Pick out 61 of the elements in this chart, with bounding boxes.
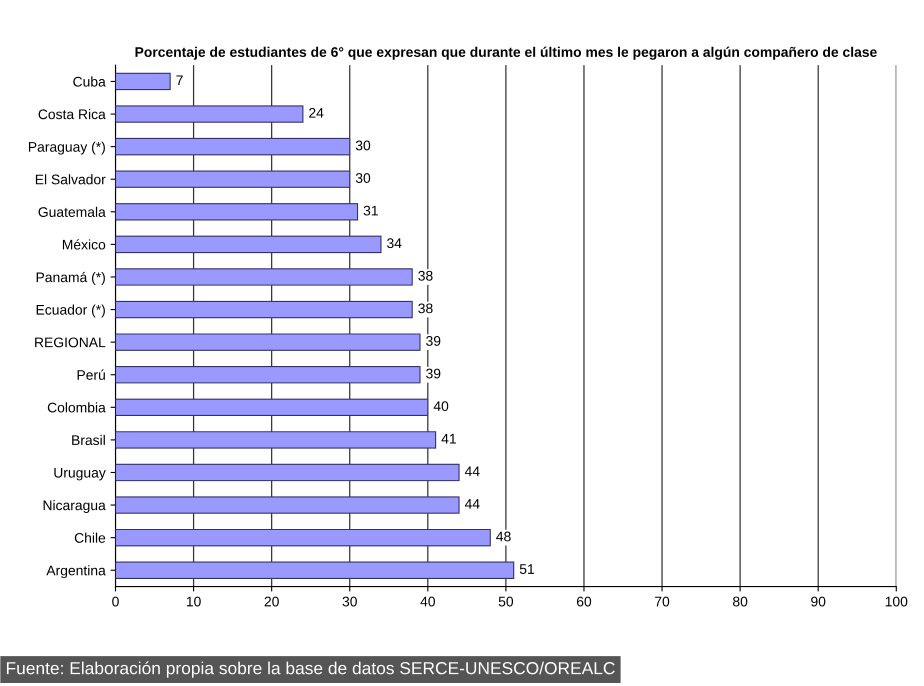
- y-tick-label: Guatemala: [38, 206, 106, 217]
- x-tick-label: 60: [576, 596, 592, 606]
- bar: [116, 464, 460, 482]
- x-tick-label: 10: [186, 596, 201, 606]
- y-tick-label: El Salvador: [36, 174, 106, 184]
- y-tick-label: Paraguay (*): [28, 142, 105, 155]
- data-label: 30: [356, 173, 370, 183]
- bar: [116, 138, 350, 156]
- y-tick-label: Panamá (*): [36, 272, 105, 285]
- data-label: 38: [418, 303, 433, 314]
- bar: [116, 268, 413, 286]
- x-tick-label: 90: [811, 596, 826, 606]
- bar: [116, 203, 358, 221]
- data-label: 40: [434, 401, 448, 412]
- y-tick-label: Nicaragua: [44, 500, 106, 513]
- bar: [116, 105, 304, 123]
- y-tick-label: México: [62, 239, 106, 250]
- data-label: 48: [496, 532, 511, 542]
- y-tick-label: Uruguay: [54, 468, 106, 480]
- source-note: Fuente: Elaboración propia sobre la base de datos SERCE-UNESCO/OREALC: [6, 661, 615, 678]
- bar: [116, 496, 460, 514]
- x-tick-label: 0: [112, 596, 119, 606]
- y-tick-label: Ecuador (*): [36, 304, 105, 318]
- bar: [116, 431, 436, 449]
- data-label: 39: [426, 336, 440, 346]
- data-label: 38: [418, 270, 433, 281]
- data-label: 39: [426, 368, 440, 378]
- x-tick-label: 40: [420, 596, 435, 606]
- bar: [116, 300, 413, 318]
- data-label: 44: [464, 499, 480, 509]
- bar: [116, 236, 382, 254]
- chart-title: Porcentaje de estudiantes de 6° que expresan que durante el último mes le pegaron a algún compañero de clase: [136, 46, 877, 60]
- data-label: 44: [464, 466, 480, 476]
- y-tick-label: Chile: [74, 532, 106, 543]
- data-label: 24: [309, 108, 324, 118]
- bar: [116, 562, 514, 579]
- y-tick-label: Argentina: [46, 565, 106, 578]
- x-tick-label: 70: [655, 596, 670, 606]
- x-tick-label: 100: [886, 596, 908, 606]
- x-tick-label: 50: [498, 596, 514, 606]
- y-tick-label: REGIONAL: [35, 337, 106, 348]
- data-label: 30: [356, 140, 370, 150]
- x-tick-label: 80: [733, 596, 748, 606]
- data-label: 51: [520, 564, 534, 574]
- x-tick-label: 20: [264, 596, 279, 606]
- bar: [116, 333, 421, 351]
- y-tick-label: Costa Rica: [38, 109, 106, 120]
- x-tick-label: 30: [342, 596, 357, 606]
- bar: [116, 398, 428, 416]
- bar: [116, 170, 350, 188]
- bar: [116, 72, 171, 90]
- y-tick-label: Cuba: [73, 76, 106, 87]
- y-tick-label: Perú: [78, 370, 105, 380]
- y-tick-label: Brasil: [72, 434, 105, 446]
- data-label: 31: [364, 206, 378, 216]
- data-label: 41: [441, 434, 456, 444]
- bar: [116, 366, 421, 384]
- y-tick-label: Colombia: [48, 402, 106, 412]
- bar: [116, 528, 491, 546]
- data-label: 34: [387, 238, 402, 248]
- data-label: 7: [176, 76, 183, 86]
